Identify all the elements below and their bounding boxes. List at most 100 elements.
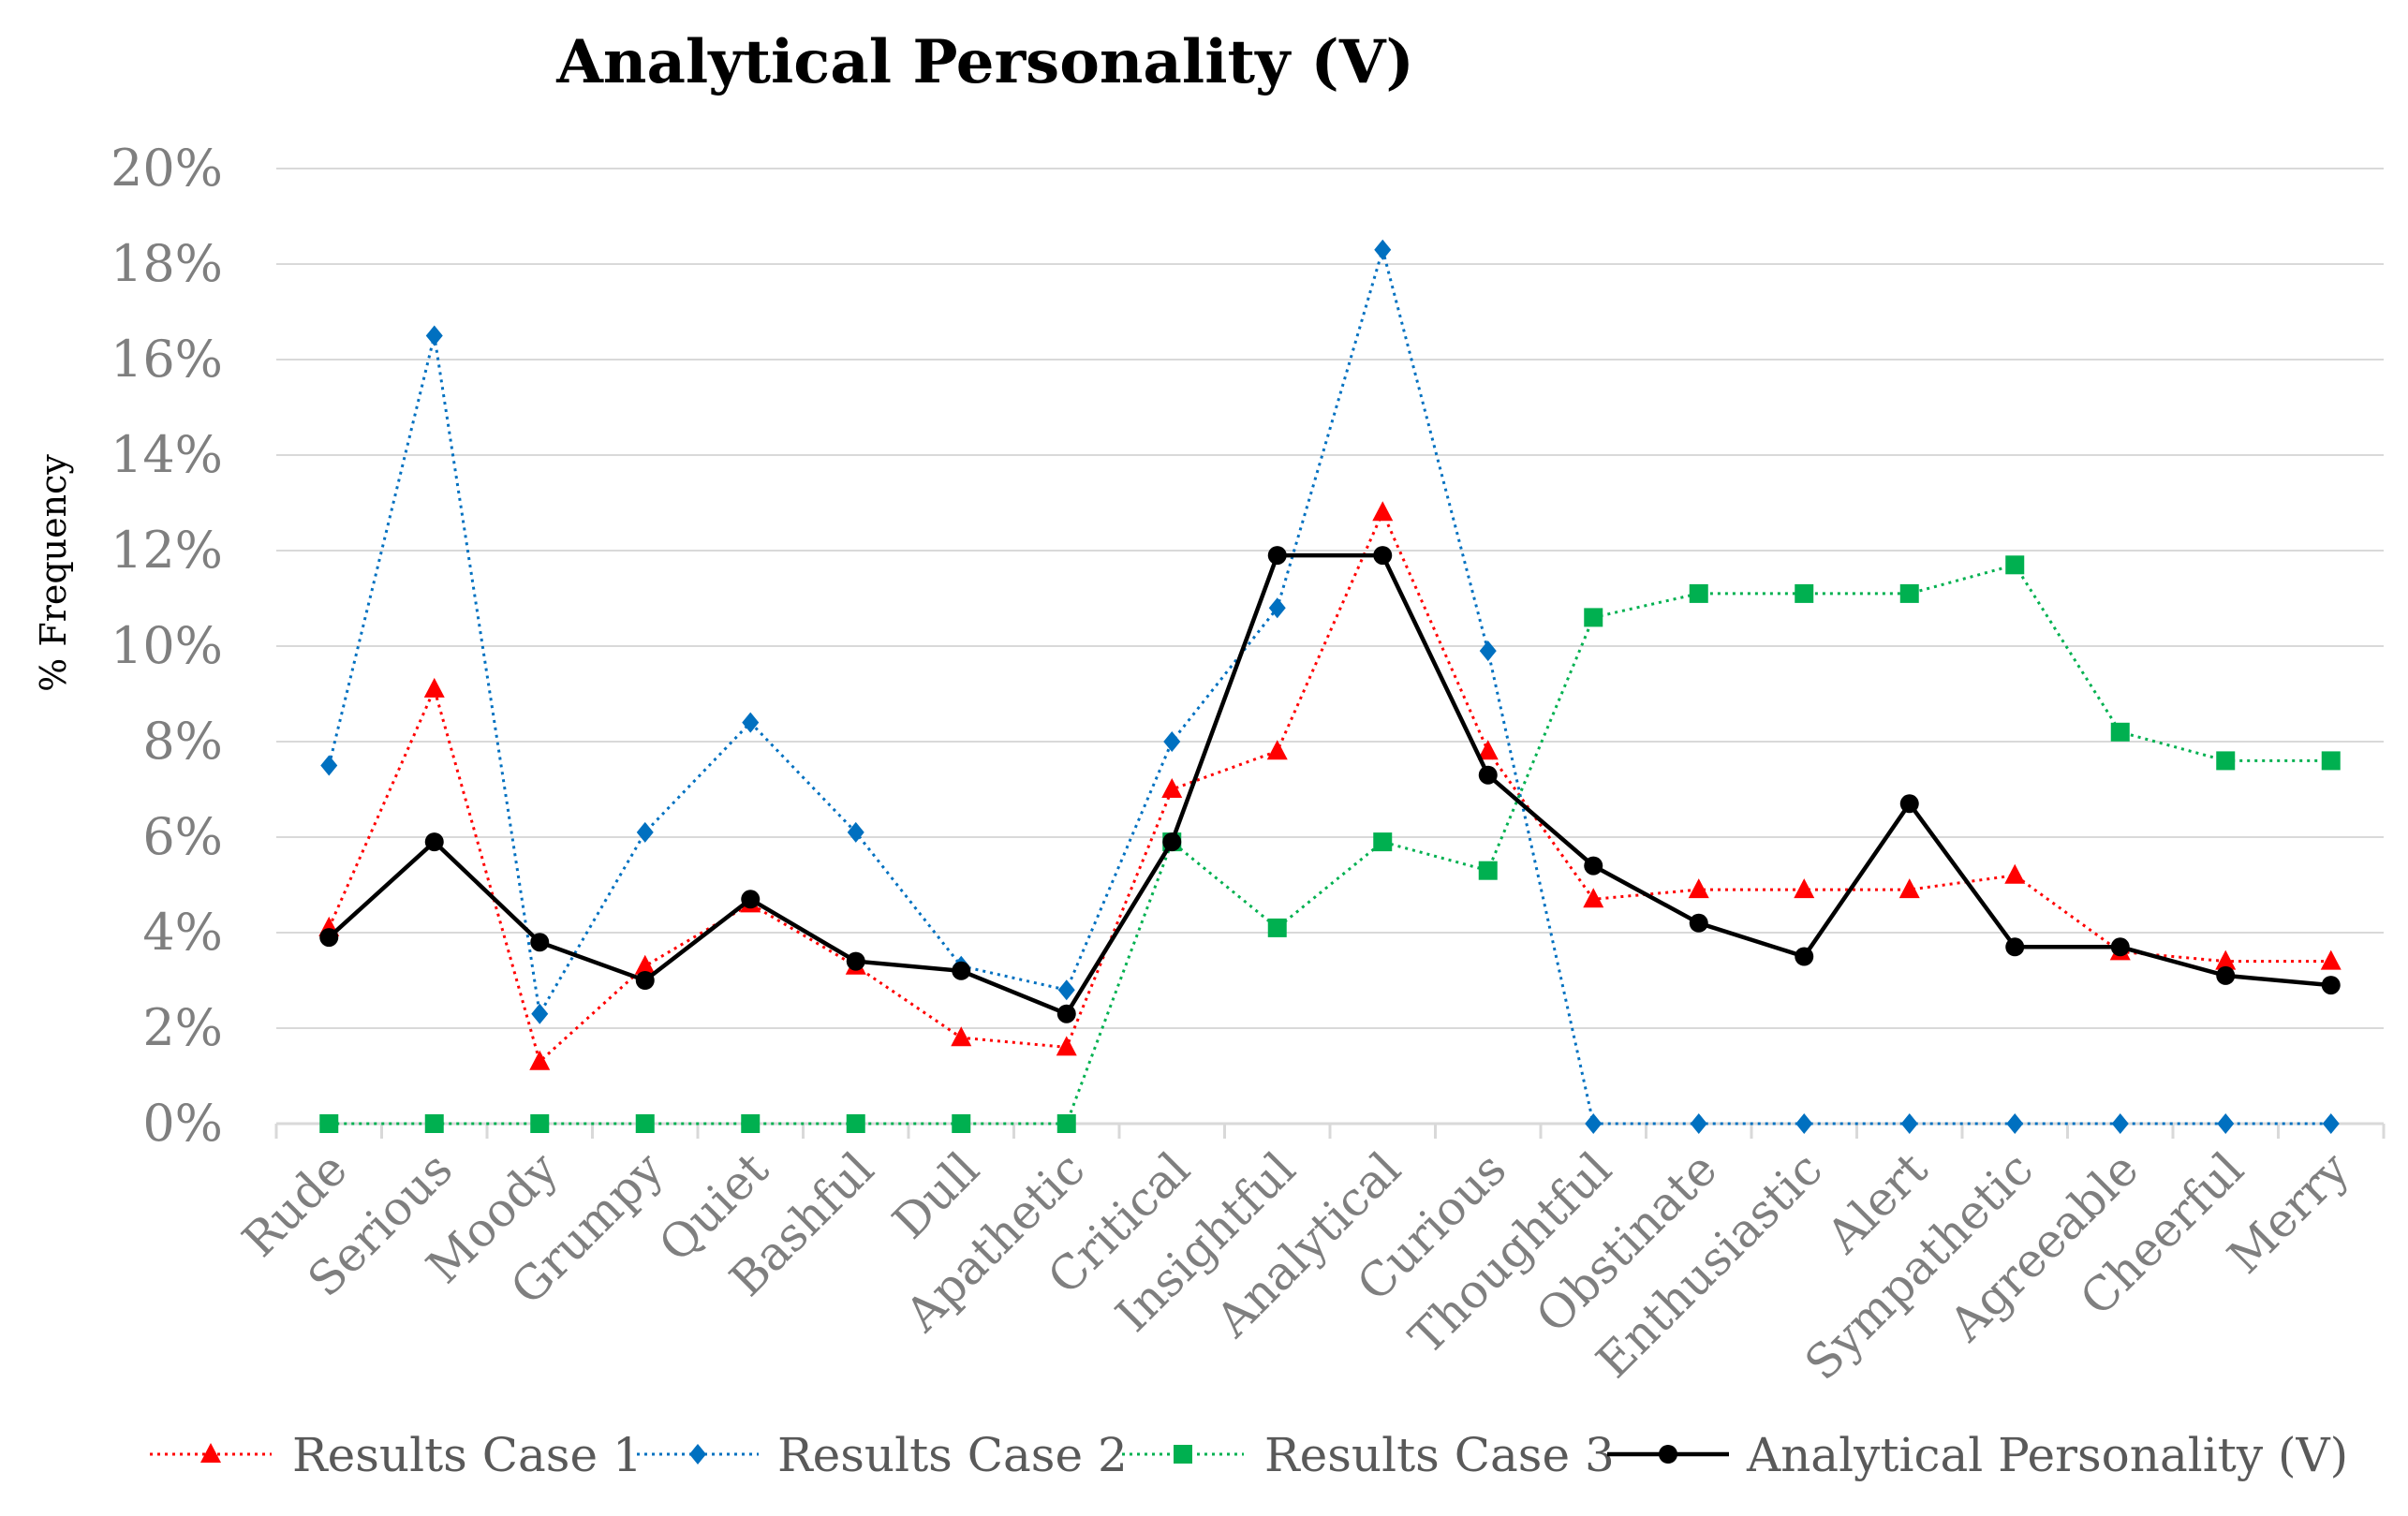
data-point <box>2215 949 2237 970</box>
data-point <box>2110 937 2130 957</box>
data-point <box>2217 1113 2235 1134</box>
data-point <box>742 712 760 733</box>
y-tick-label: 12% <box>111 521 223 580</box>
data-point <box>1372 501 1394 522</box>
data-point <box>1056 1036 1077 1056</box>
data-point <box>1795 947 1814 966</box>
data-point <box>1374 239 1392 260</box>
data-point <box>1163 731 1181 752</box>
data-point <box>531 1003 549 1024</box>
gridlines <box>276 168 2384 1029</box>
y-tick-label: 20% <box>111 139 223 198</box>
series-layer <box>318 239 2342 1134</box>
data-point <box>1266 740 1288 760</box>
legend-marker <box>1659 1445 1677 1464</box>
data-point <box>846 1114 865 1133</box>
data-point <box>634 954 656 975</box>
legend-item: Results Case 3 <box>1122 1428 1615 1482</box>
legend-marker <box>200 1443 221 1463</box>
data-point <box>951 1026 972 1047</box>
data-point <box>1479 640 1497 662</box>
data-point <box>1268 597 1286 619</box>
data-point <box>952 1114 971 1133</box>
data-point <box>1794 878 1815 899</box>
data-point <box>1585 1113 1603 1134</box>
data-point <box>2320 949 2342 970</box>
data-point <box>2111 1113 2129 1134</box>
data-point <box>1057 979 1075 1001</box>
data-point <box>529 1050 551 1070</box>
data-point <box>424 832 444 852</box>
data-point <box>846 951 865 971</box>
data-point <box>320 755 338 776</box>
data-point <box>1689 583 1708 603</box>
data-point <box>1056 1114 1076 1133</box>
legend-marker <box>1174 1445 1192 1464</box>
data-point <box>423 677 445 698</box>
y-tick-label: 8% <box>142 712 223 771</box>
data-point <box>2321 751 2341 771</box>
data-point <box>1584 856 1603 876</box>
series-line <box>327 508 2331 1065</box>
data-point <box>2005 937 2025 957</box>
data-point <box>319 928 339 948</box>
x-axis: RudeSeriousMoodyGrumpyQuietBashfulDullAp… <box>232 1122 2386 1391</box>
data-point <box>1899 583 1919 603</box>
series-line <box>329 563 2331 1126</box>
data-point <box>1162 832 1182 852</box>
x-tick-label: Merry <box>2217 1141 2359 1284</box>
data-point <box>2110 722 2130 742</box>
data-point <box>1584 608 1603 627</box>
series-1 <box>318 501 2342 1070</box>
series-line <box>327 244 2331 1126</box>
data-point <box>1056 1004 1076 1023</box>
legend-item: Analytical Personality (V) <box>1607 1428 2348 1482</box>
data-point <box>530 1114 550 1133</box>
legend-label: Analytical Personality (V) <box>1746 1428 2348 1482</box>
data-point <box>1900 1113 1918 1134</box>
series-2 <box>320 239 2340 1134</box>
data-point <box>1267 918 1287 937</box>
data-point <box>1373 546 1393 566</box>
data-point <box>636 821 654 843</box>
data-point <box>2216 965 2236 985</box>
data-point <box>741 1114 761 1133</box>
data-point <box>741 890 761 909</box>
data-point <box>1478 765 1498 785</box>
y-axis-ticks: 0% 2% 4% 6% 8% 10% 12% 14% 16% 18% 20% <box>111 139 223 1153</box>
data-point <box>1795 1113 1813 1134</box>
data-point <box>425 325 443 346</box>
legend-marker <box>689 1444 706 1464</box>
data-point <box>530 933 550 952</box>
y-axis-label: % Frequency <box>33 454 74 692</box>
chart-title: Analytical Personality (V) <box>555 27 1414 97</box>
y-tick-label: 2% <box>142 998 223 1057</box>
data-point <box>1690 1113 1707 1134</box>
data-point <box>2216 751 2236 771</box>
data-point <box>1478 861 1498 880</box>
data-point <box>1899 794 1919 814</box>
legend-label: Results Case 1 <box>292 1428 643 1482</box>
y-tick-label: 10% <box>111 616 223 675</box>
data-point <box>1689 913 1708 933</box>
y-tick-label: 0% <box>142 1094 223 1153</box>
data-point <box>1688 878 1709 899</box>
data-point <box>847 821 864 843</box>
series-4 <box>319 546 2341 1023</box>
data-point <box>2004 863 2026 884</box>
data-point <box>1477 740 1499 760</box>
data-point <box>2321 976 2341 995</box>
data-point <box>952 961 971 980</box>
legend-item: Results Case 2 <box>637 1428 1128 1482</box>
legend-label: Results Case 3 <box>1264 1428 1615 1482</box>
y-tick-label: 18% <box>111 234 223 293</box>
data-point <box>1373 832 1393 852</box>
y-tick-label: 4% <box>142 903 223 962</box>
legend-item: Results Case 1 <box>150 1428 643 1482</box>
y-tick-label: 14% <box>111 425 223 484</box>
data-point <box>2005 555 2025 575</box>
data-point <box>2006 1113 2024 1134</box>
series-3 <box>319 555 2341 1133</box>
data-point <box>319 1114 339 1133</box>
